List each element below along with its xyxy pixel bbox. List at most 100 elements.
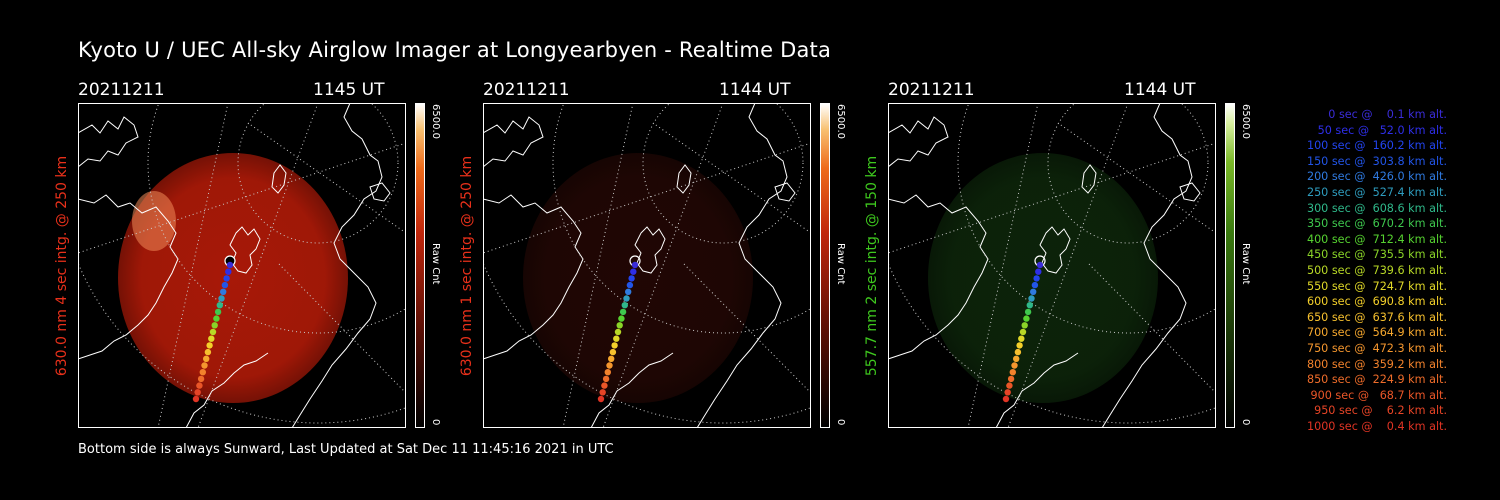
trajectory-point	[209, 328, 217, 336]
trajectory-point	[1019, 328, 1027, 336]
trajectory-point	[1031, 281, 1039, 289]
airglow-field	[928, 153, 1158, 403]
graticule	[78, 103, 406, 428]
trajectory-point	[1033, 275, 1040, 282]
trajectory-point	[631, 261, 639, 269]
trajectory-point	[625, 288, 632, 295]
trajectory-point	[1026, 302, 1033, 309]
trajectory-point	[1023, 315, 1030, 322]
trajectory-point	[621, 302, 628, 309]
trajectory-point	[206, 342, 213, 349]
airglow-field	[523, 153, 753, 403]
legend-entry: 0 sec @ 0.1 km alt.	[1317, 108, 1447, 121]
legend-entry: 750 sec @ 472.3 km alt.	[1303, 341, 1447, 355]
trajectory-point	[1013, 355, 1020, 362]
panel-3-cbar-min: 0	[1240, 419, 1251, 426]
panel-3-colorbar	[1225, 103, 1235, 428]
trajectory-point	[602, 375, 610, 383]
legend-entry: 850 sec @ 224.9 km alt.	[1303, 373, 1447, 387]
trajectory-point	[599, 389, 606, 396]
trajectory-point	[618, 315, 625, 322]
panel-1-cbar-label: Raw Cnt	[430, 243, 441, 285]
plot-frame	[78, 103, 406, 428]
panel-2-ylabel: 630.0 nm 1 sec intg. @ 250 km	[459, 155, 475, 377]
coastline-map	[78, 103, 391, 428]
legend-entry: 350 sec @ 670.2 km alt.	[1303, 217, 1447, 231]
trajectory-point	[1030, 288, 1037, 295]
panel-1-ylabel: 630.0 nm 4 sec intg. @ 250 km	[54, 155, 70, 377]
trajectory-point	[203, 355, 210, 362]
trajectory-point	[1024, 308, 1032, 316]
trajectory-point	[611, 342, 618, 349]
bright-patch	[132, 191, 176, 251]
legend-entry: 200 sec @ 426.0 km alt.	[1303, 170, 1447, 184]
panel-3-cbar-label: Raw Cnt	[1240, 243, 1251, 285]
panel-1-time: 1145 UT	[313, 80, 385, 100]
trajectory-point	[604, 369, 611, 376]
trajectory-point	[1007, 375, 1015, 383]
trajectory-legend: 0 sec @ 0.1 km alt. 50 sec @ 52.0 km alt…	[1262, 107, 1447, 434]
trajectory-point	[213, 315, 220, 322]
coastline-map	[483, 103, 796, 428]
trajectory-point	[1002, 395, 1010, 403]
trajectory-point	[1006, 382, 1013, 389]
trajectory-point	[616, 322, 623, 329]
trajectory-point	[1014, 348, 1022, 356]
legend-entry: 300 sec @ 608.6 km alt.	[1303, 201, 1447, 215]
legend-entry: 100 sec @ 160.2 km alt.	[1303, 139, 1447, 153]
page-title: Kyoto U / UEC All-sky Airglow Imager at …	[78, 38, 832, 62]
plot-frame	[483, 103, 811, 428]
panel-2-colorbar	[820, 103, 830, 428]
legend-entry: 500 sec @ 739.6 km alt.	[1303, 263, 1447, 277]
legend-entry: 800 sec @ 359.2 km alt.	[1303, 357, 1447, 371]
trajectory-point	[225, 268, 232, 275]
panel-1-date: 20211211	[78, 80, 165, 100]
panel-2-svg	[483, 103, 811, 428]
panel-3-image	[888, 103, 1216, 428]
trajectory-point	[208, 335, 215, 342]
trajectory-point	[216, 302, 223, 309]
trajectory-point	[1011, 362, 1018, 369]
coastline-map	[888, 103, 1201, 428]
trajectory-point	[226, 261, 234, 269]
trajectory-point	[1036, 261, 1044, 269]
trajectory-point	[223, 275, 230, 282]
trajectory-point	[1028, 295, 1035, 302]
trajectory-point	[1004, 389, 1011, 396]
airglow-field	[118, 153, 348, 403]
trajectory-point	[218, 295, 225, 302]
panel-1-svg	[78, 103, 406, 428]
trajectory-point	[1021, 322, 1028, 329]
legend-entry: 550 sec @ 724.7 km alt.	[1303, 279, 1447, 293]
panel-2-time: 1144 UT	[719, 80, 791, 100]
trajectory-point	[597, 395, 605, 403]
graticule	[483, 103, 811, 428]
plot-frame	[888, 103, 1216, 428]
panel-3-svg	[888, 103, 1216, 428]
panel-1-cbar-min: 0	[430, 419, 441, 426]
panel-3-ylabel: 557.7 nm 2 sec intg. @ 150 km	[864, 155, 880, 377]
legend-entry: 950 sec @ 6.2 km alt.	[1310, 404, 1447, 418]
trajectory-point	[1018, 335, 1025, 342]
trajectory-point	[614, 328, 622, 336]
trajectory-point	[204, 348, 212, 356]
trajectory-point	[192, 395, 200, 403]
trajectory-point	[613, 335, 620, 342]
trajectory-point	[609, 348, 617, 356]
legend-entry: 600 sec @ 690.8 km alt.	[1303, 295, 1447, 309]
trajectory-point	[630, 268, 637, 275]
panel-2-cbar-label: Raw Cnt	[835, 243, 846, 285]
footer-note: Bottom side is always Sunward, Last Upda…	[78, 442, 614, 457]
trajectory-point	[619, 308, 627, 316]
panel-2-cbar-max: 6500.0	[835, 104, 846, 139]
trajectory-point	[623, 295, 630, 302]
trajectory-point	[211, 322, 218, 329]
legend-entry: 50 sec @ 52.0 km alt.	[1310, 123, 1447, 137]
trajectory-point	[626, 281, 634, 289]
trajectory-point	[1009, 369, 1016, 376]
trajectory-point	[194, 389, 201, 396]
trajectory-point	[221, 281, 229, 289]
trajectory-point	[220, 288, 227, 295]
trajectory-point	[214, 308, 222, 316]
legend-entry: 1000 sec @ 0.4 km alt.	[1306, 419, 1447, 433]
